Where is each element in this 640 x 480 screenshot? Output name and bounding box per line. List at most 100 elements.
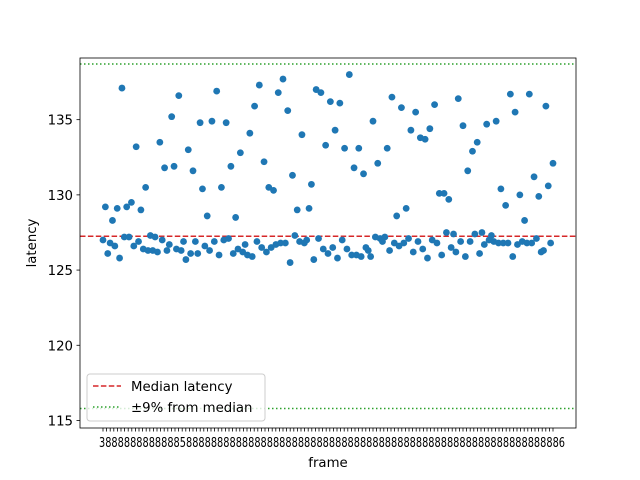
data-point [255,81,263,89]
data-point [154,248,161,256]
data-point [99,236,107,244]
band-lines [80,63,576,410]
data-point [407,126,415,134]
data-point [279,75,287,83]
data-point [218,183,225,191]
data-point [443,229,450,236]
data-point [118,84,126,92]
data-point [433,239,441,247]
data-point [161,164,168,172]
data-point [175,92,183,100]
data-point [156,138,164,146]
data-point [499,239,507,247]
data-point [476,250,483,257]
data-point [322,141,330,149]
data-point [208,117,216,125]
data-point [471,230,479,238]
data-point [435,189,443,197]
data-point [459,122,467,130]
data-point [341,144,348,152]
data-point [331,126,339,134]
data-point [315,235,322,242]
data-point [142,183,150,191]
data-point [426,125,434,133]
data-point [132,143,140,151]
data-point [274,89,282,96]
data-point [530,173,538,181]
data-point [398,104,405,112]
data-point [329,244,337,251]
data-point [215,251,223,259]
data-point [438,251,446,259]
y-tick-label: 130 [48,189,73,204]
data-point [170,162,178,170]
data-point [334,254,341,262]
legend-band-label: ±9% from median [131,401,252,416]
data-point [350,164,358,172]
data-point [182,256,190,263]
data-point [199,185,206,193]
data-point [177,247,185,254]
axes-frame [79,57,577,429]
data-point [326,98,334,106]
data-point [336,99,344,107]
data-point [289,171,296,179]
data-point [277,239,285,247]
data-point [196,119,204,127]
data-point [263,248,270,256]
data-point [128,198,135,206]
data-point [130,242,138,250]
data-point [521,217,528,224]
data-point [125,233,133,241]
plot-area-frame [79,57,577,429]
legend: Median latency ±9% from median [86,373,266,422]
data-point [229,250,237,257]
data-point [535,192,543,200]
data-point [547,239,555,247]
data-point [236,149,244,157]
data-point [137,206,145,214]
data-point [232,214,240,221]
data-point [419,245,427,253]
legend-median-label: Median latency [131,380,233,395]
data-point [291,232,299,239]
data-point [303,236,311,244]
data-point [109,217,116,224]
data-points [99,71,557,266]
data-point [151,233,159,241]
data-point [293,206,301,214]
data-point [187,250,195,257]
data-point [452,248,460,256]
data-point [248,253,256,260]
data-point [523,239,531,247]
data-point [402,205,410,212]
data-point [461,253,469,260]
data-point [386,247,393,254]
data-point [225,235,232,242]
data-point [120,233,128,241]
data-point [260,158,268,166]
data-point [549,159,557,167]
data-point [497,185,505,193]
data-point [414,238,422,245]
data-point [284,107,292,115]
data-point [104,250,112,257]
data-point [251,102,258,110]
data-point [101,203,109,211]
data-point [495,239,502,247]
data-point [469,147,476,155]
data-point [445,195,453,203]
legend-box [86,373,266,422]
y-ticks: 115 120 125 130 135 [48,114,80,429]
x-tick-labels-overlap: 3888888888888588888888888888888888888888… [99,436,565,451]
data-point [473,138,481,146]
data-point [466,238,474,245]
data-point [210,238,218,245]
data-point [298,131,306,139]
data-point [135,238,142,245]
data-point [203,212,211,220]
y-tick-label: 120 [48,339,73,354]
data-point [270,186,277,194]
data-point [241,241,249,248]
data-point [111,242,119,250]
